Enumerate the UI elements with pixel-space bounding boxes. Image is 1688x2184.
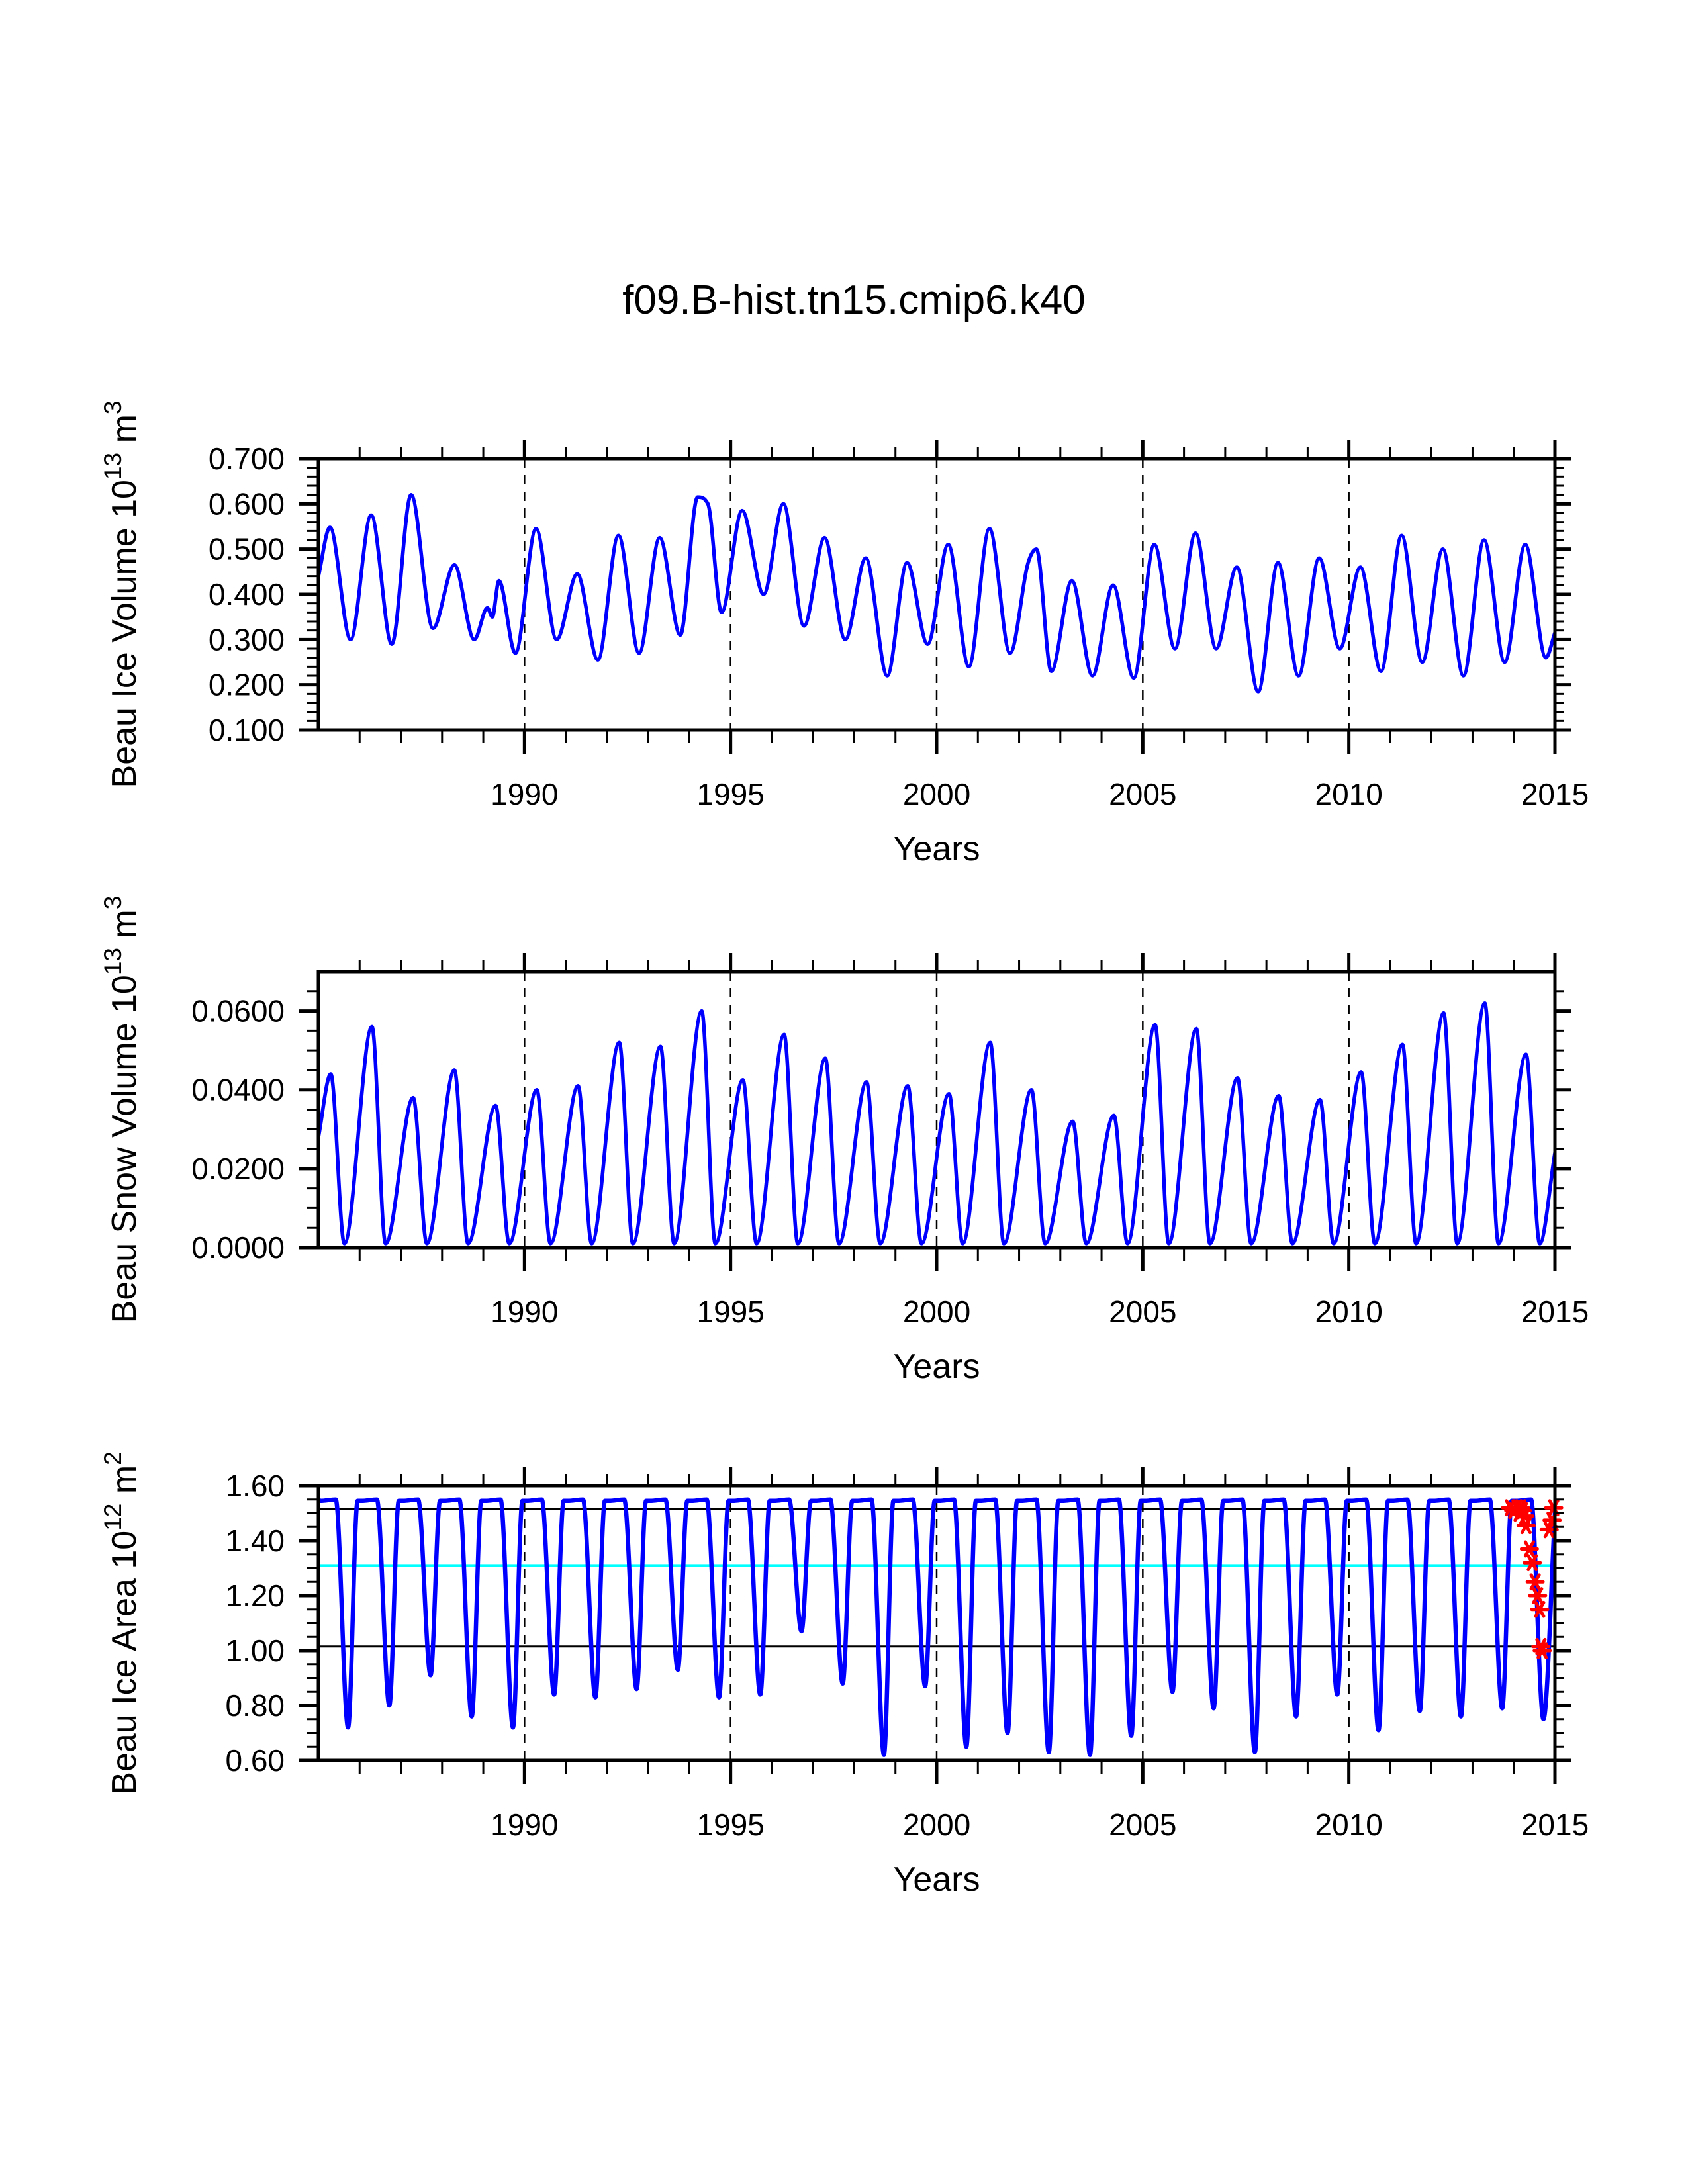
asterisk-marker-ray — [1529, 1573, 1541, 1591]
axis-ticks — [299, 1467, 1571, 1784]
x-tick-label: 2010 — [1315, 777, 1382, 811]
x-tick-label: 2000 — [903, 1295, 970, 1329]
axis-ticks — [299, 953, 1571, 1271]
y-tick-label: 0.500 — [209, 532, 285, 567]
y-tick-label: 0.300 — [209, 622, 285, 657]
asterisk-marker-ray — [1536, 1642, 1548, 1659]
x-tick-label: 1990 — [491, 1295, 558, 1329]
chart-title: f09.B-hist.tn15.cmip6.k40 — [622, 277, 1086, 323]
x-tick-label: 1990 — [491, 777, 558, 811]
y-tick-label: 0.0000 — [191, 1230, 285, 1265]
y-tick-label: 0.60 — [225, 1743, 285, 1778]
x-tick-label: 2010 — [1315, 1295, 1382, 1329]
y-tick-label: 0.0200 — [191, 1152, 285, 1186]
y-tick-label: 1.60 — [225, 1469, 285, 1503]
x-tick-label: 2015 — [1521, 777, 1589, 811]
x-tick-label: 2010 — [1315, 1807, 1382, 1842]
x-tick-label: 1995 — [696, 1807, 764, 1842]
y-tick-label: 0.0600 — [191, 994, 285, 1028]
y-axis-title: Beau Snow Volume 1013 m3 — [99, 896, 144, 1324]
snow-volume-monthly-line — [318, 1001, 1555, 1246]
asterisk-marker-ray — [1523, 1540, 1535, 1558]
y-axis-title: Beau Ice Area 1012 m2 — [99, 1451, 144, 1794]
asterisk-marker-ray — [1520, 1517, 1532, 1535]
x-axis-title: Years — [893, 1860, 980, 1899]
y-tick-label: 0.700 — [209, 441, 285, 476]
x-tick-label: 2005 — [1109, 1295, 1176, 1329]
x-tick-label: 2005 — [1109, 777, 1176, 811]
y-tick-label: 0.200 — [209, 668, 285, 702]
y-tick-label: 0.600 — [209, 486, 285, 521]
x-tick-label: 2005 — [1109, 1807, 1176, 1842]
x-tick-label: 2015 — [1521, 1807, 1589, 1842]
beau-snow-volume-panel: 0.0000 0.0200 0.0400 0.0600 1990 1995 2000 2005… — [99, 896, 1589, 1386]
x-axis-title: Years — [893, 830, 980, 868]
y-tick-label: 1.40 — [225, 1524, 285, 1558]
asterisk-marker-ray — [1543, 1521, 1555, 1539]
asterisk-marker-ray — [1534, 1600, 1546, 1618]
y-tick-label: 1.00 — [225, 1633, 285, 1668]
ice-volume-monthly-line — [318, 492, 1555, 694]
x-tick-label: 1990 — [491, 1807, 558, 1842]
x-tick-label: 2000 — [903, 1807, 970, 1842]
x-tick-label: 1995 — [696, 777, 764, 811]
axis-ticks — [299, 440, 1571, 754]
x-axis-title: Years — [893, 1347, 980, 1386]
x-tick-label: 2000 — [903, 777, 970, 811]
beau-ice-volume-panel: 0.100 0.200 0.300 0.400 0.500 0.600 0.700 1990 1… — [99, 401, 1589, 868]
beau-ice-area-panel: 0.60 0.80 1.00 1.20 1.40 1.60 1990 1995 2000 2005… — [99, 1451, 1589, 1899]
asterisk-marker-ray — [1532, 1587, 1544, 1604]
obs-markers-2014 — [1501, 1499, 1564, 1659]
y-tick-label: 1.20 — [225, 1578, 285, 1613]
y-axis-title: Beau Ice Volume 1013 m3 — [99, 401, 144, 788]
x-tick-label: 1995 — [696, 1295, 764, 1329]
ice-area-monthly-line — [318, 1497, 1555, 1757]
y-tick-label: 0.80 — [225, 1688, 285, 1723]
y-tick-label: 0.400 — [209, 577, 285, 612]
y-tick-label: 0.100 — [209, 713, 285, 747]
x-tick-label: 2015 — [1521, 1295, 1589, 1329]
y-tick-label: 0.0400 — [191, 1073, 285, 1107]
asterisk-marker-ray — [1526, 1554, 1538, 1572]
